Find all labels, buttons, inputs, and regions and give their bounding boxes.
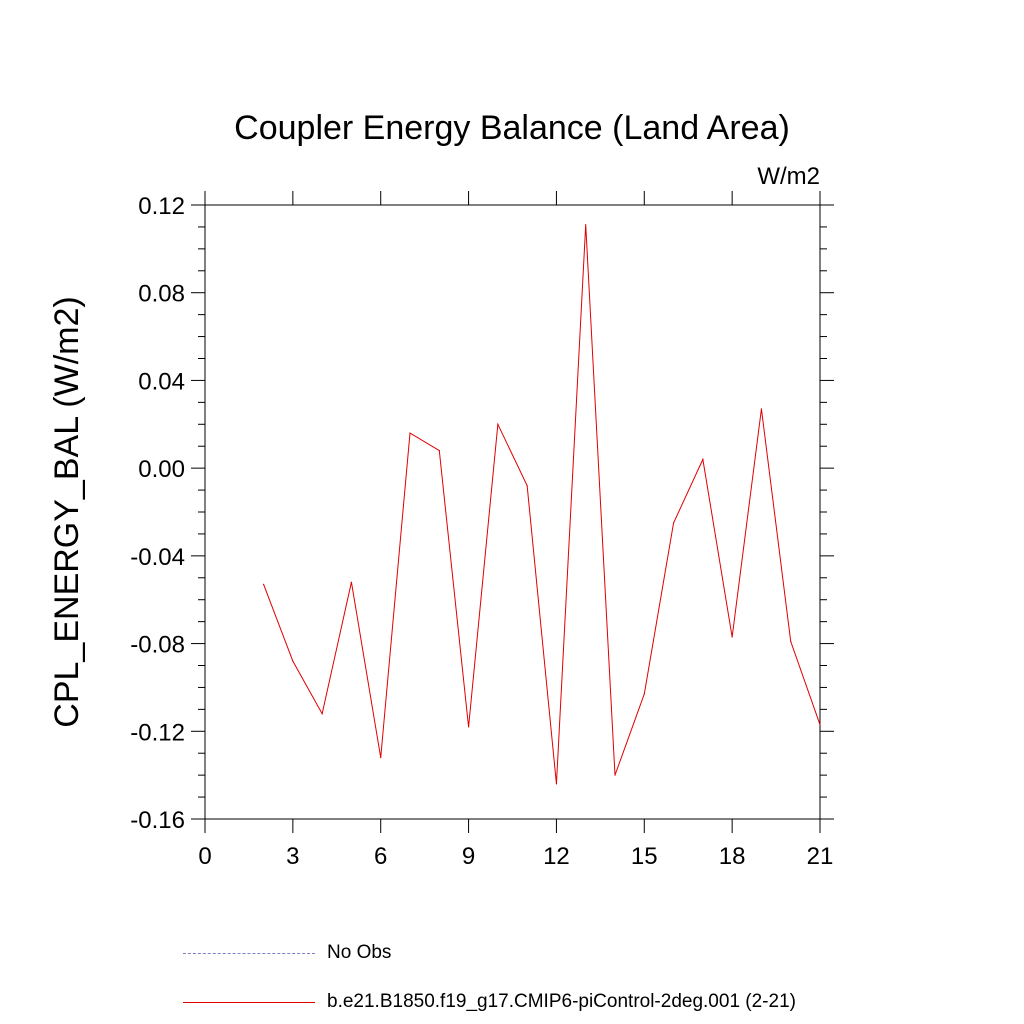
x-tick-label: 3 (286, 843, 299, 870)
y-tick-label: 0.08 (138, 281, 185, 308)
x-tick-label: 15 (631, 843, 658, 870)
data-point (731, 636, 733, 638)
y-tick-label: 0.12 (138, 193, 185, 220)
data-point (409, 432, 411, 434)
data-point (350, 581, 353, 583)
x-tick-label: 18 (719, 843, 746, 870)
legend-swatch-dashed (183, 952, 315, 954)
x-tick-label: 6 (374, 843, 387, 870)
y-axis-label: CPL_ENERGY_BAL (W/m2) (48, 296, 86, 727)
x-tick-label: 0 (198, 843, 211, 870)
y-tick-label: -0.08 (130, 632, 185, 659)
plot-frame (204, 204, 821, 820)
data-point (262, 583, 265, 585)
data-point (585, 224, 587, 226)
data-point (643, 693, 645, 695)
x-tick-label: 9 (462, 843, 475, 870)
series-line-0 (263, 224, 821, 784)
data-point (497, 423, 499, 425)
data-point (321, 713, 323, 715)
data-point (614, 774, 616, 776)
x-tick-label: 21 (807, 843, 834, 870)
y-tick-label: -0.04 (130, 544, 185, 571)
data-point (438, 450, 440, 452)
data-point (467, 726, 470, 728)
data-point (672, 522, 675, 524)
legend-label-no-obs: No Obs (327, 942, 392, 963)
chart-title: Coupler Energy Balance (Land Area) (234, 109, 790, 147)
y-tick-label: 0.04 (138, 368, 185, 395)
legend-label-series: b.e21.B1850.f19_g17.CMIP6-piControl-2deg… (327, 991, 796, 1012)
y-tick-label: -0.16 (130, 807, 185, 834)
units-label: W/m2 (757, 163, 820, 190)
data-point (819, 724, 821, 726)
data-point (702, 458, 704, 460)
legend-item-series: b.e21.B1850.f19_g17.CMIP6-piControl-2deg… (183, 991, 796, 1013)
legend-item-no-obs: No Obs (183, 942, 391, 964)
y-tick-label: 0.00 (138, 456, 185, 483)
data-point (526, 485, 528, 487)
data-point (760, 408, 763, 410)
data-point (292, 660, 294, 662)
data-point (790, 640, 792, 642)
legend-swatch-solid (183, 1001, 315, 1003)
data-point (555, 783, 558, 785)
y-tick-label: -0.12 (130, 719, 185, 746)
data-point (380, 757, 382, 759)
x-tick-label: 12 (543, 843, 570, 870)
